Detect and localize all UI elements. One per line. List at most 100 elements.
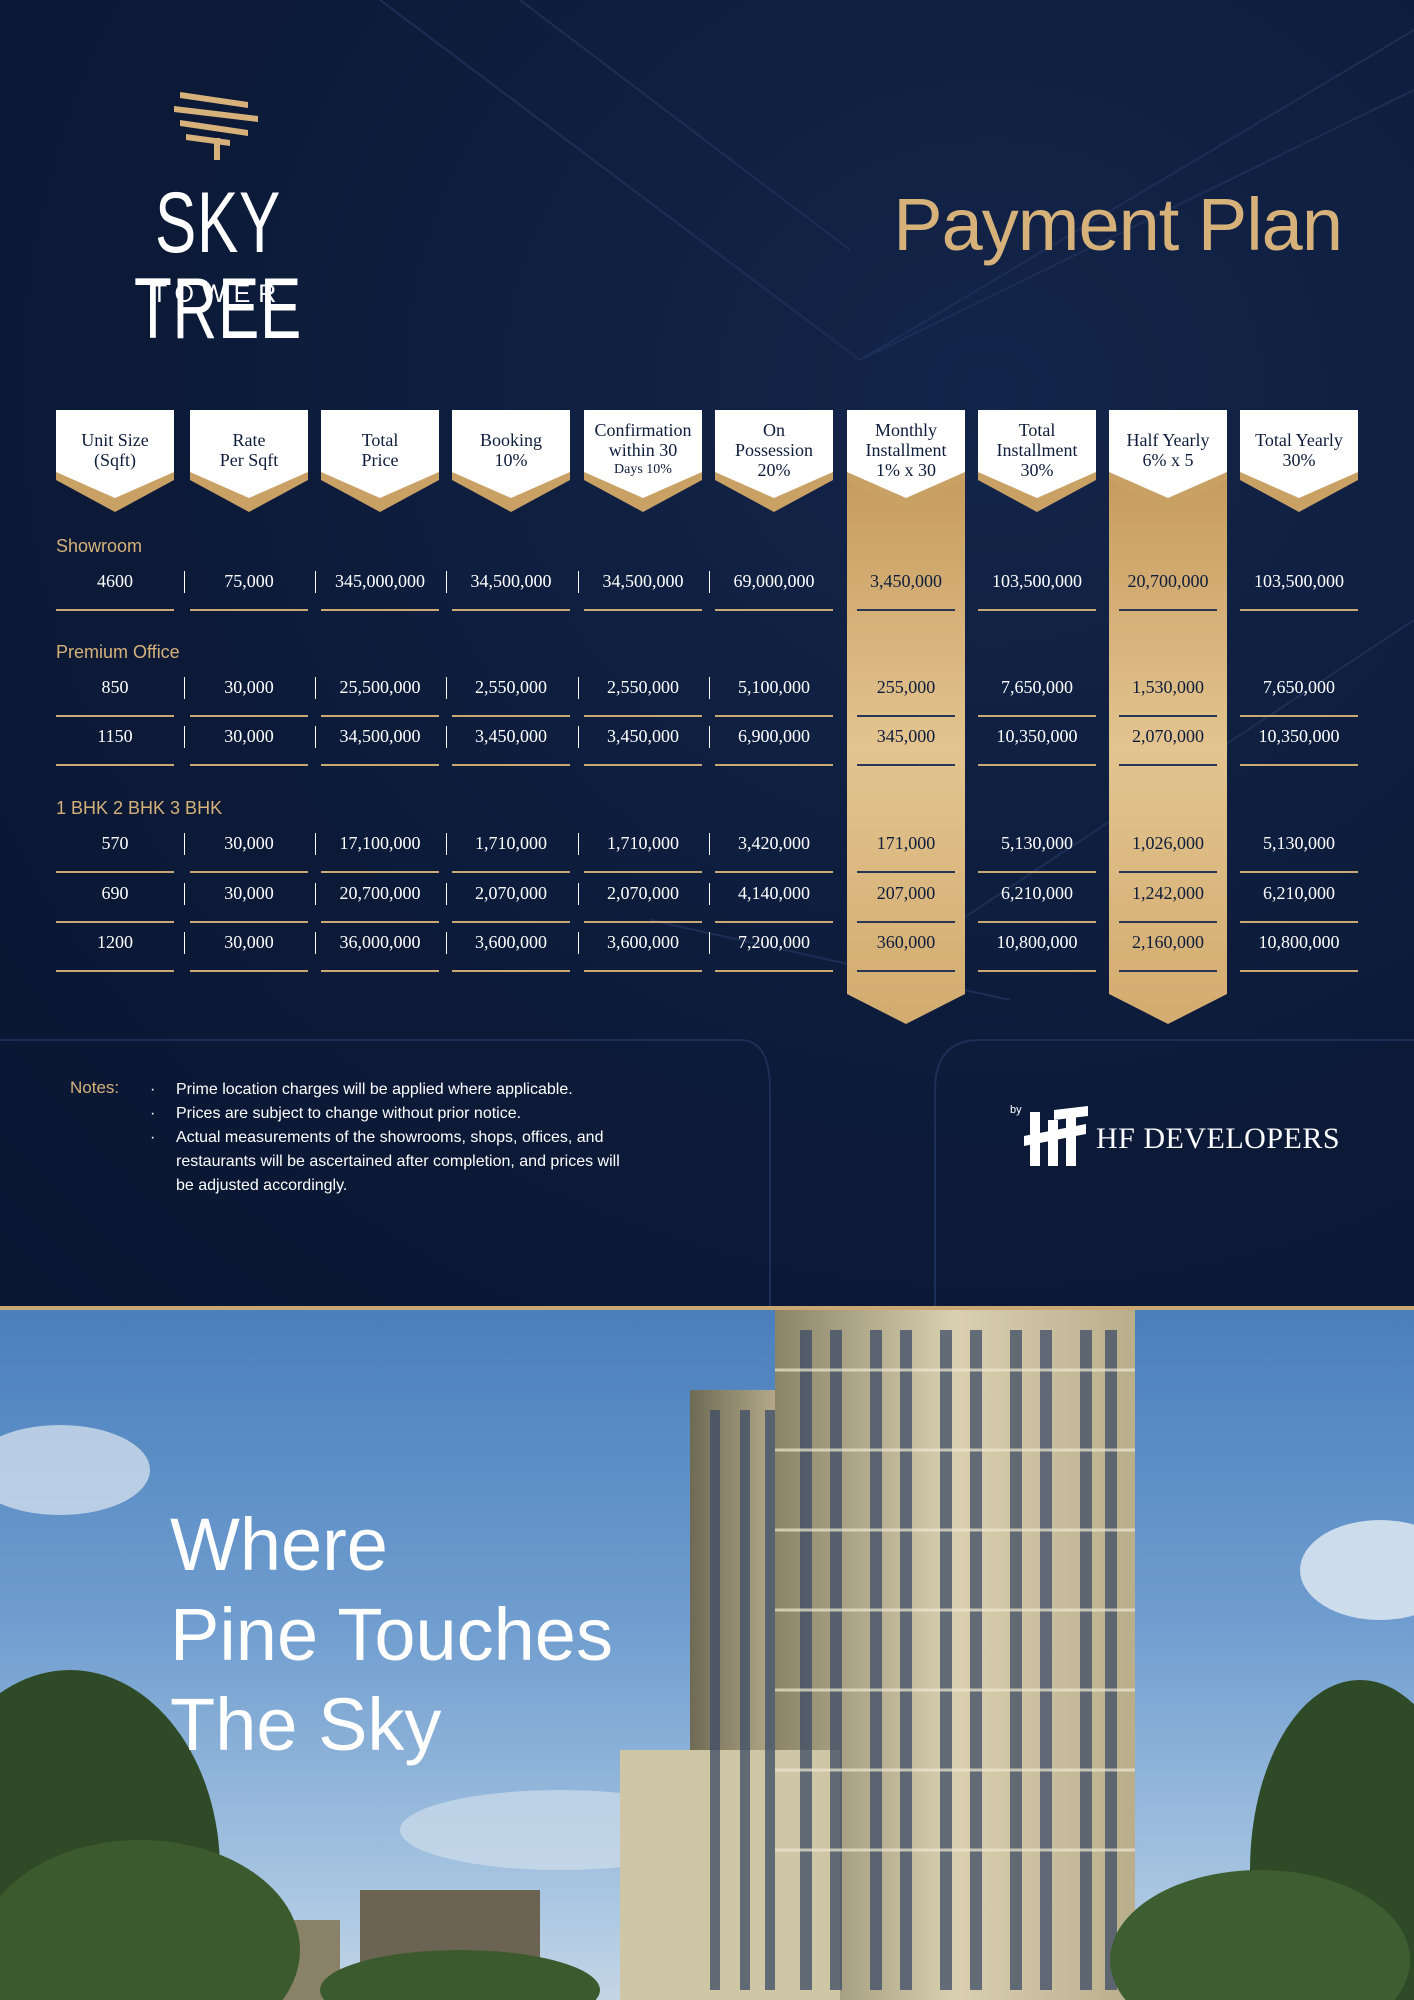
header-line: Per Sqft bbox=[219, 450, 279, 470]
header-ribbon-icon bbox=[1109, 410, 1227, 512]
table-cell: 207,000 bbox=[876, 883, 936, 903]
table-cell: 570 bbox=[101, 833, 129, 853]
column-header: Total Price bbox=[321, 410, 439, 512]
table-cell: 5,130,000 bbox=[1001, 833, 1073, 853]
column-header-text: Unit Size (Sqft) bbox=[56, 430, 174, 470]
cell-divider bbox=[446, 883, 447, 905]
table-cell: 25,500,000 bbox=[339, 677, 421, 697]
row-underline bbox=[857, 764, 955, 766]
column-header: Monthly Installment 1% x 30 bbox=[847, 410, 965, 512]
row-underline bbox=[715, 921, 833, 923]
cell-divider bbox=[709, 932, 710, 954]
cell-divider bbox=[315, 932, 316, 954]
cell-divider bbox=[315, 883, 316, 905]
cell-divider bbox=[446, 726, 447, 748]
header-ribbon-icon bbox=[715, 410, 833, 512]
row-underline bbox=[1240, 871, 1358, 873]
cell-divider bbox=[315, 571, 316, 593]
row-underline bbox=[1119, 764, 1217, 766]
table-cell: 10,800,000 bbox=[996, 932, 1078, 952]
tagline-line: Pine Touches bbox=[170, 1593, 613, 1676]
row-underline bbox=[584, 970, 702, 972]
table-cell: 2,070,000 bbox=[1132, 726, 1204, 746]
header-line: Unit Size bbox=[81, 430, 149, 450]
column-header-text: Confirmation within 30 Days 10% bbox=[584, 420, 702, 480]
table-cell: 34,500,000 bbox=[470, 571, 552, 591]
table-cell: 3,420,000 bbox=[738, 833, 810, 853]
row-underline bbox=[452, 871, 570, 873]
cell-divider bbox=[315, 833, 316, 855]
brand-name: SKY TREE bbox=[133, 175, 303, 357]
header-line: Installment bbox=[865, 440, 947, 460]
row-underline bbox=[321, 921, 439, 923]
column-header-text: Total Price bbox=[321, 430, 439, 470]
row-underline bbox=[452, 764, 570, 766]
table-cell: 30,000 bbox=[224, 833, 274, 853]
tagline-line: Where bbox=[170, 1503, 388, 1586]
header-line: Installment bbox=[996, 440, 1078, 460]
table-cell: 360,000 bbox=[876, 932, 936, 952]
row-underline bbox=[584, 921, 702, 923]
row-underline bbox=[190, 921, 308, 923]
row-underline bbox=[857, 871, 955, 873]
row-underline bbox=[978, 871, 1096, 873]
table-cell: 345,000 bbox=[876, 726, 936, 746]
developer-by: by bbox=[1010, 1104, 1022, 1116]
cell-divider bbox=[184, 677, 185, 699]
page-title: Payment Plan bbox=[893, 183, 1343, 266]
header-ribbon-icon bbox=[190, 410, 308, 512]
row-underline bbox=[1240, 764, 1358, 766]
cell-divider bbox=[184, 726, 185, 748]
table-cell: 69,000,000 bbox=[733, 571, 815, 591]
column-header: Confirmation within 30 Days 10% bbox=[584, 410, 702, 512]
note-item: Actual measurements of the showrooms, sh… bbox=[150, 1126, 630, 1198]
tower-illustration bbox=[0, 1310, 1414, 2000]
row-underline bbox=[321, 970, 439, 972]
highlight-column bbox=[847, 474, 965, 1024]
table-cell: 5,130,000 bbox=[1263, 833, 1335, 853]
table-cell: 20,700,000 bbox=[339, 883, 421, 903]
divider bbox=[0, 1306, 1414, 1310]
table-cell: 10,350,000 bbox=[1258, 726, 1340, 746]
cell-divider bbox=[184, 932, 185, 954]
table-cell: 5,100,000 bbox=[738, 677, 810, 697]
cell-divider bbox=[184, 571, 185, 593]
row-underline bbox=[1119, 921, 1217, 923]
column-header-text: Half Yearly 6% x 5 bbox=[1109, 430, 1227, 470]
header-ribbon-icon bbox=[978, 410, 1096, 512]
header-line: On bbox=[763, 420, 785, 440]
row-underline bbox=[1240, 715, 1358, 717]
table-cell: 3,450,000 bbox=[475, 726, 547, 746]
cell-divider bbox=[184, 833, 185, 855]
note-item: Prime location charges will be applied w… bbox=[150, 1078, 630, 1102]
table-cell: 1,710,000 bbox=[475, 833, 547, 853]
row-underline bbox=[857, 715, 955, 717]
row-underline bbox=[321, 609, 439, 611]
notes-label: Notes: bbox=[70, 1078, 120, 1097]
header-line: Booking bbox=[479, 430, 542, 450]
tagline: Where Pine Touches The Sky bbox=[170, 1500, 613, 1770]
row-underline bbox=[978, 764, 1096, 766]
table-cell: 4600 bbox=[97, 571, 133, 591]
column-header: Half Yearly 6% x 5 bbox=[1109, 410, 1227, 512]
column-header-text: Booking 10% bbox=[452, 430, 570, 470]
header-line: 10% bbox=[494, 450, 528, 470]
row-underline bbox=[321, 871, 439, 873]
column-header: Total Yearly 30% bbox=[1240, 410, 1358, 512]
row-underline bbox=[1119, 609, 1217, 611]
table-cell: 690 bbox=[101, 883, 129, 903]
header-ribbon-icon bbox=[56, 410, 174, 512]
table-cell: 3,450,000 bbox=[607, 726, 679, 746]
table-cell: 1200 bbox=[97, 932, 133, 952]
row-underline bbox=[978, 921, 1096, 923]
column-header: Rate Per Sqft bbox=[190, 410, 308, 512]
table-cell: 20,700,000 bbox=[1127, 571, 1209, 591]
cell-divider bbox=[315, 677, 316, 699]
table-cell: 4,140,000 bbox=[738, 883, 810, 903]
cell-divider bbox=[315, 726, 316, 748]
header-line: (Sqft) bbox=[94, 450, 136, 470]
section-label: 1 BHK 2 BHK 3 BHK bbox=[56, 798, 223, 818]
table-cell: 34,500,000 bbox=[602, 571, 684, 591]
cell-divider bbox=[709, 833, 710, 855]
